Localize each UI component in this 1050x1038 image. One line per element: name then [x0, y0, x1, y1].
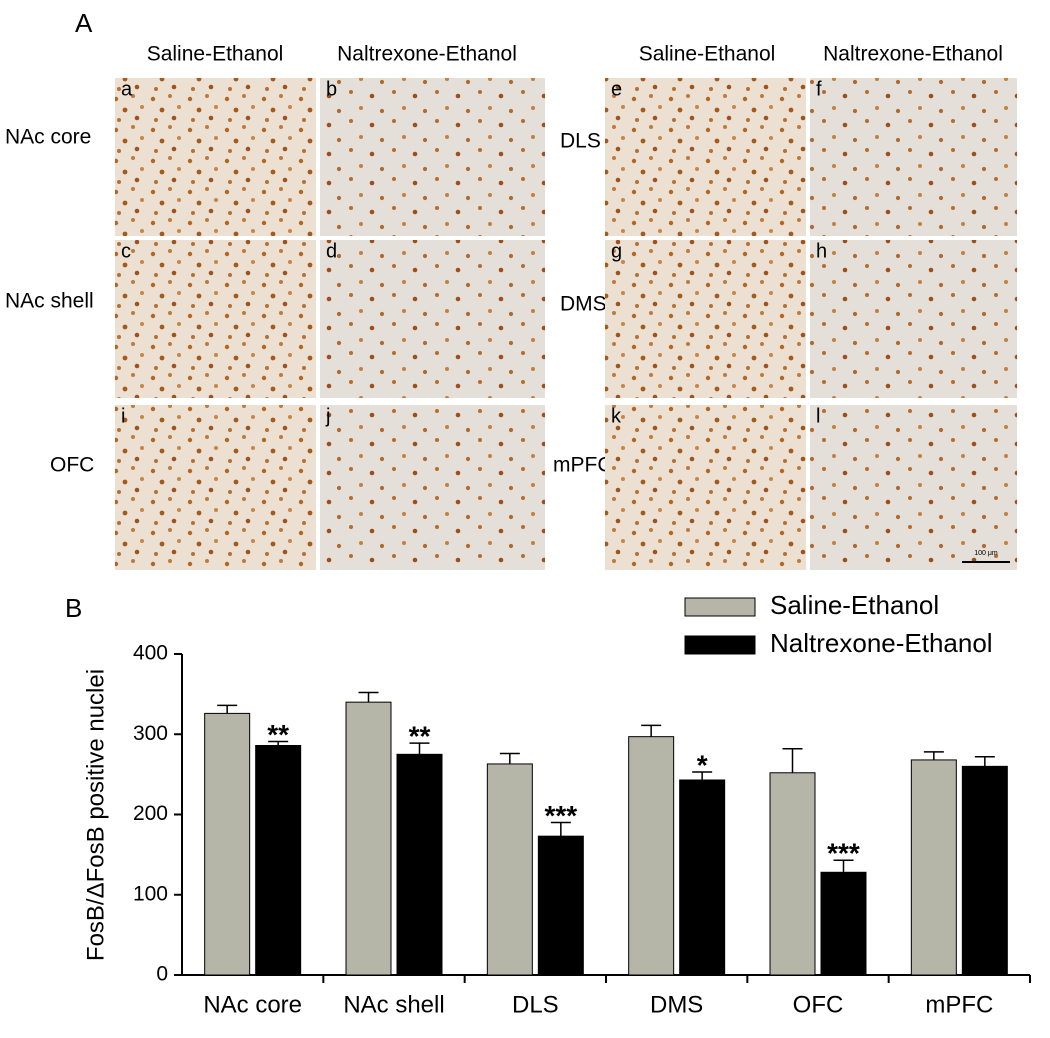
- row-label: DLS: [560, 130, 601, 153]
- micrograph: [810, 240, 1017, 398]
- y-tick-label: 300: [133, 722, 168, 745]
- x-tick-label: NAc core: [203, 991, 302, 1018]
- x-tick-label: NAc shell: [343, 991, 444, 1018]
- significance-label: *: [697, 749, 708, 780]
- bar: [255, 744, 302, 976]
- column-header: Naltrexone-Ethanol: [823, 43, 1003, 66]
- panel-label: B: [65, 593, 82, 623]
- y-tick-label: 0: [156, 963, 168, 986]
- panel-letter: a: [121, 78, 133, 100]
- column-header: Saline-Ethanol: [147, 43, 284, 66]
- legend-label: Saline-Ethanol: [770, 590, 939, 620]
- bar: [679, 779, 726, 976]
- y-tick-label: 400: [133, 642, 168, 665]
- bar: [204, 712, 251, 976]
- column-header: Saline-Ethanol: [639, 43, 776, 66]
- micrograph: [605, 78, 806, 236]
- panel-letter: l: [816, 405, 820, 427]
- y-tick-label: 200: [133, 802, 168, 825]
- row-label: OFC: [50, 454, 94, 477]
- row-label: mPFC: [553, 454, 613, 477]
- x-tick-label: OFC: [793, 991, 844, 1018]
- micrograph: [810, 405, 1017, 570]
- panel-letter: k: [611, 405, 622, 427]
- x-tick-label: DLS: [512, 991, 559, 1018]
- significance-label: ***: [544, 800, 577, 831]
- panel-letter: g: [611, 240, 622, 262]
- panel-letter: b: [326, 78, 337, 100]
- column-header: Naltrexone-Ethanol: [337, 43, 517, 66]
- y-tick-label: 100: [133, 882, 168, 905]
- panel-letter: e: [611, 78, 622, 100]
- bar: [537, 835, 584, 976]
- micrograph: [320, 78, 545, 236]
- bar: [910, 759, 957, 976]
- row-label: DMS: [560, 293, 607, 316]
- y-axis-label: FosB/ΔFosB positive nuclei: [82, 669, 109, 961]
- panel-letter: h: [816, 240, 827, 262]
- x-tick-label: mPFC: [925, 991, 993, 1018]
- scale-bar-label: 100 μm: [974, 550, 998, 557]
- panel-letter: i: [121, 405, 125, 427]
- bar: [769, 772, 816, 976]
- bar: [345, 701, 392, 976]
- panel-letter: f: [816, 78, 822, 100]
- bar: [396, 753, 443, 976]
- row-label: NAc shell: [5, 290, 94, 313]
- significance-label: ***: [827, 838, 860, 869]
- bar: [486, 763, 533, 976]
- row-label: NAc core: [5, 126, 91, 149]
- panel-letter: c: [121, 240, 131, 262]
- micrograph: [320, 240, 545, 398]
- micrograph: [320, 405, 545, 570]
- panel-letter: d: [326, 240, 337, 262]
- legend-swatch: [684, 597, 756, 617]
- micrograph: [605, 405, 806, 570]
- significance-label: **: [409, 720, 431, 751]
- legend-label: Naltrexone-Ethanol: [770, 628, 993, 658]
- panel-label: A: [75, 8, 93, 38]
- significance-label: **: [267, 719, 289, 750]
- legend-swatch: [684, 635, 756, 655]
- bar: [961, 765, 1008, 976]
- micrograph: [605, 240, 806, 398]
- micrograph: [115, 405, 316, 570]
- micrograph: [115, 78, 316, 236]
- panel-letter: j: [325, 405, 330, 427]
- micrograph: [115, 240, 316, 398]
- bar: [820, 871, 867, 976]
- micrograph: [810, 78, 1017, 236]
- x-tick-label: DMS: [650, 991, 703, 1018]
- bar: [628, 736, 675, 976]
